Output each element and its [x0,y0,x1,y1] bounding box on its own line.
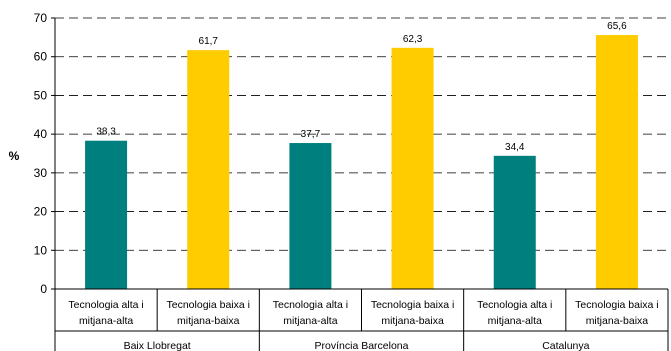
category-label: Tecnologia baixa i [167,299,250,311]
y-tick-label: 70 [34,11,48,25]
bar [391,47,434,290]
y-tick-label: 10 [34,243,48,257]
group-label: Província Barcelona [315,340,409,351]
bar [85,140,128,289]
category-label: Tecnologia alta i [477,299,552,311]
category-label: mitjana-baixa [586,315,649,327]
data-label: 65,6 [607,21,627,32]
bar [493,155,536,289]
data-label: 37,7 [301,129,321,140]
data-label: 62,3 [403,34,423,45]
category-label: mitjana-alta [488,315,542,327]
y-tick-label: 50 [34,88,48,102]
labels: 0 10 20 30 40 50 60 70 38,3 Tecnologia alta i mitj… [34,11,659,351]
gridlines [55,17,668,251]
data-label: 38,3 [96,127,116,138]
category-label: Tecnologia alta i [273,299,348,311]
category-label: mitjana-alta [79,315,133,327]
category-label: Tecnologia alta i [68,299,143,311]
category-label: mitjana-alta [283,315,337,327]
category-label: mitjana-baixa [381,315,444,327]
y-tick-label: 20 [34,205,48,219]
bars [85,35,638,290]
category-label: mitjana-baixa [177,315,240,327]
y-tick-label: 40 [34,127,48,141]
bar [595,35,638,289]
bar [187,50,230,289]
y-tick-label: 0 [40,282,47,296]
bar [289,143,332,289]
group-label: Catalunya [542,340,589,351]
axes [51,17,669,351]
y-tick-label: 60 [34,50,48,64]
category-label: Tecnologia baixa i [575,299,658,311]
group-label: Baix Llobregat [124,340,191,351]
data-label: 61,7 [199,36,219,47]
category-label: Tecnologia baixa i [371,299,454,311]
data-label: 34,4 [505,142,525,153]
y-tick-label: 30 [34,166,48,180]
y-axis-label: % [9,149,20,163]
